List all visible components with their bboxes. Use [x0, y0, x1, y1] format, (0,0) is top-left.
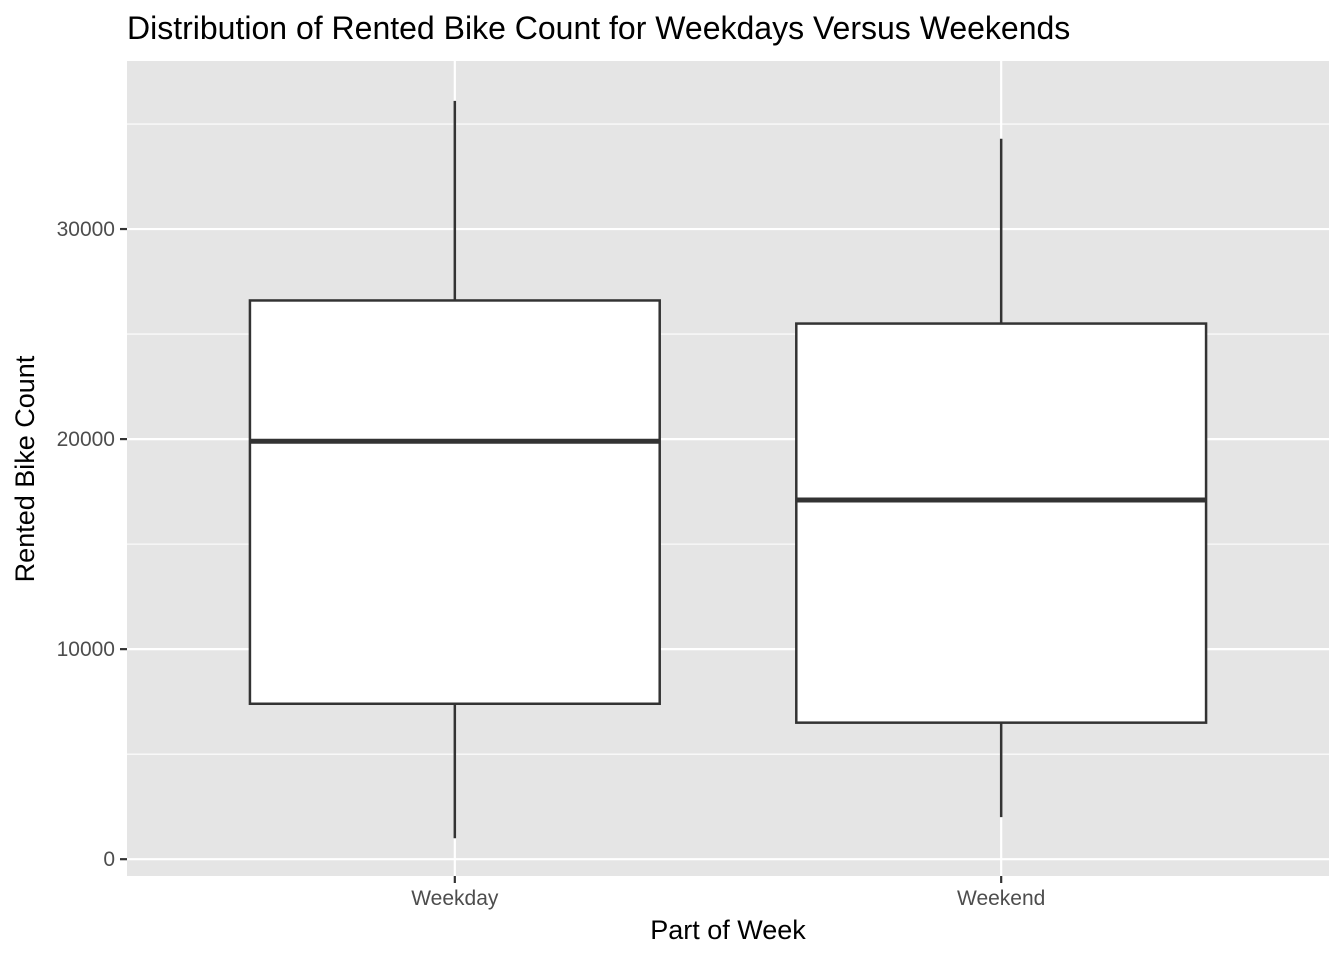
y-tick-label: 30000 — [57, 218, 115, 241]
y-tick-label: 20000 — [57, 428, 115, 451]
x-tick-label: Weekday — [411, 887, 499, 910]
x-tick-label: Weekend — [957, 887, 1045, 910]
y-tick-label: 10000 — [57, 638, 115, 661]
x-axis-title: Part of Week — [650, 915, 806, 945]
y-axis-title: Rented Bike Count — [10, 355, 40, 582]
box-series — [248, 100, 1208, 839]
y-tick-label: 0 — [103, 848, 115, 871]
box-weekend — [795, 138, 1208, 818]
box-weekday — [248, 100, 661, 839]
chart-title: Distribution of Rented Bike Count for We… — [127, 10, 1070, 46]
iqr-box — [248, 299, 661, 706]
x-axis: Weekday Weekend — [411, 876, 1045, 910]
iqr-box — [795, 322, 1208, 724]
y-axis: 0 10000 20000 30000 — [57, 218, 127, 871]
